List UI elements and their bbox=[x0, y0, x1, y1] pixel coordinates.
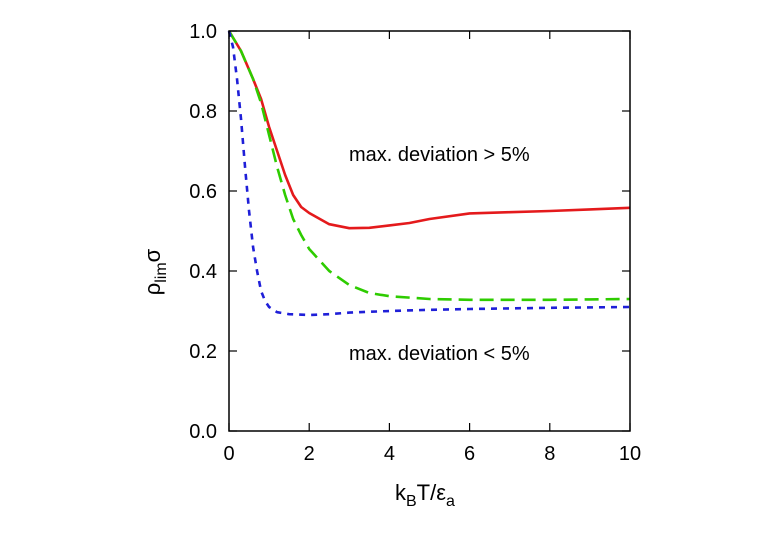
x-tick-label: 10 bbox=[619, 443, 641, 465]
y-axis: 0.0 0.2 0.4 0.6 0.8 1.0 bbox=[189, 21, 630, 443]
y-axis-label-tail: σ bbox=[140, 248, 165, 262]
y-tick-label: 0.4 bbox=[189, 261, 217, 283]
y-axis-label-sub: lim bbox=[153, 262, 170, 282]
x-tick-label: 2 bbox=[304, 443, 315, 465]
x-axis: 0 2 4 6 8 10 bbox=[223, 31, 641, 465]
y-tick-label: 0.6 bbox=[189, 181, 217, 203]
y-tick-label: 0.8 bbox=[189, 101, 217, 123]
x-axis-label-sub2: a bbox=[446, 493, 455, 510]
y-tick-label: 0.2 bbox=[189, 341, 217, 363]
series-line-3 bbox=[227, 30, 631, 317]
y-axis-label-base: ρ bbox=[140, 283, 165, 296]
y-tick-label: 0.0 bbox=[189, 421, 217, 443]
x-axis-label-base: k bbox=[395, 480, 407, 505]
y-axis-label: ρlimσ bbox=[140, 248, 170, 295]
annotation-upper: max. deviation > 5% bbox=[349, 144, 530, 166]
plot-frame bbox=[228, 30, 631, 432]
y-tick-label: 1.0 bbox=[189, 21, 217, 43]
series-line-2 bbox=[227, 30, 631, 302]
x-tick-label: 4 bbox=[384, 443, 395, 465]
annotation-lower: max. deviation < 5% bbox=[349, 343, 530, 365]
plot-area bbox=[227, 30, 631, 317]
x-axis-label-sub1: B bbox=[406, 493, 417, 510]
x-tick-label: 6 bbox=[464, 443, 475, 465]
x-tick-label: 8 bbox=[544, 443, 555, 465]
x-tick-label: 0 bbox=[223, 443, 234, 465]
x-axis-label-mid: T/ε bbox=[417, 480, 447, 505]
x-axis-label: kBT/εa bbox=[395, 480, 455, 510]
series-line-1 bbox=[227, 30, 631, 230]
